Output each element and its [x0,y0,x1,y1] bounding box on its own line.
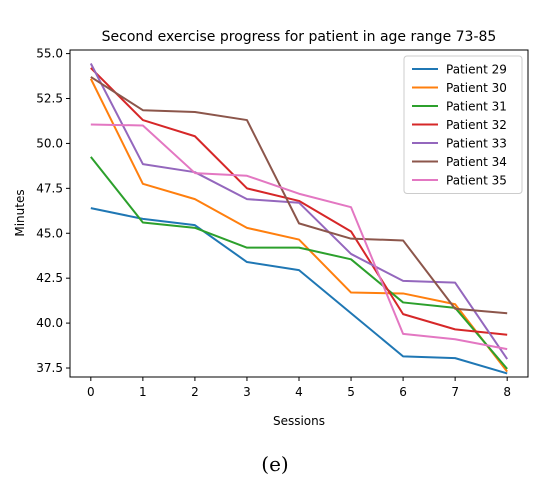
series-line-1 [90,207,508,375]
series-line-7 [90,123,508,351]
y-tick-label: 42.5 [36,271,63,285]
x-tick-label: 2 [191,385,199,399]
legend-label-1: Patient 29 [446,63,507,77]
y-tick-label: 40.0 [36,316,63,330]
y-tick-label: 50.0 [36,136,63,150]
x-tick-label: 6 [399,385,407,399]
legend: Patient 29 Patient 30 Patient 31 Patient 32… [403,55,523,194]
series-layer [89,63,509,375]
y-axis: 37.5 40.0 42.5 45.0 47.5 50.0 52.5 55.0 [36,47,70,375]
legend-label-5: Patient 33 [446,137,507,151]
x-axis: 0 1 2 3 4 5 6 7 8 [87,377,511,399]
y-tick-label: 37.5 [36,361,63,375]
series-line-3 [90,156,508,370]
legend-label-7: Patient 35 [446,174,507,188]
series-line-4 [90,67,508,336]
x-tick-label: 8 [503,385,511,399]
y-tick-label: 55.0 [36,47,63,61]
x-tick-label: 3 [243,385,251,399]
legend-label-2: Patient 30 [446,81,507,95]
series-line-2 [89,78,508,373]
x-tick-label: 5 [347,385,355,399]
x-tick-label: 4 [295,385,303,399]
series-line-5 [89,63,509,360]
legend-label-3: Patient 31 [446,100,507,114]
x-tick-label: 1 [139,385,147,399]
x-axis-label: Sessions [273,414,325,428]
series-line-6 [90,76,508,315]
y-tick-label: 47.5 [36,181,63,195]
figure-caption: (e) [261,452,289,476]
y-tick-label: 45.0 [36,226,63,240]
y-axis-label: Minutes [13,189,27,236]
x-tick-label: 0 [87,385,95,399]
legend-label-6: Patient 34 [446,155,507,169]
legend-box [403,55,523,194]
legend-label-4: Patient 32 [446,118,507,132]
x-tick-label: 7 [451,385,459,399]
y-tick-label: 52.5 [36,92,63,106]
chart-title: Second exercise progress for patient in … [102,29,497,45]
